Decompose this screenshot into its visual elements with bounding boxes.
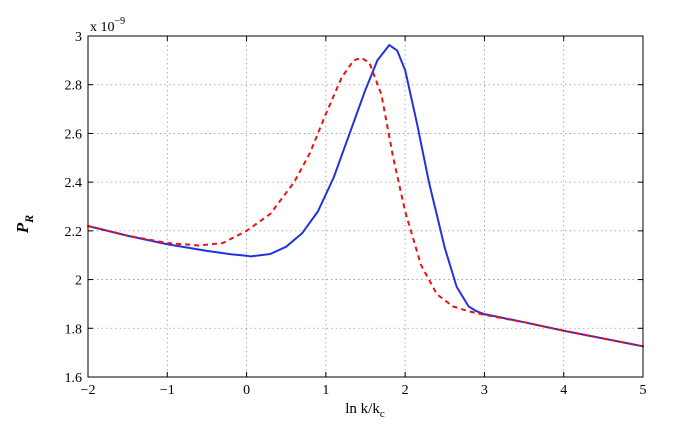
y-tick-labels: 1.6 1.8 2 2.2 2.4 2.6 2.8 3 — [65, 30, 83, 386]
plot-frame — [87, 35, 644, 378]
x-axis-label-sub: c — [380, 408, 385, 420]
plot-background — [88, 36, 643, 377]
x-tick-label: 3 — [481, 383, 488, 398]
y-tick-label: 1.6 — [65, 371, 83, 386]
x-axis-label: ln k/kc — [345, 401, 385, 420]
y-tick-label: 2.2 — [65, 225, 83, 240]
y-tick-label: 2.8 — [65, 79, 83, 94]
y-axis-label: PR — [13, 215, 36, 234]
x-tick-label: 1 — [322, 383, 329, 398]
y-multiplier: x 10−9 — [90, 16, 125, 35]
y-tick-label: 2 — [75, 274, 82, 289]
x-tick-label: 2 — [402, 383, 409, 398]
x-tick-label: 0 — [243, 383, 250, 398]
y-tick-label: 2.4 — [65, 176, 83, 191]
x-tick-label: −1 — [160, 383, 175, 398]
x-tick-label: −2 — [81, 383, 96, 398]
grid — [88, 36, 643, 377]
y-axis-label-main: P — [13, 222, 32, 234]
series-line-solid — [87, 44, 644, 348]
y-axis-label-sub: R — [22, 215, 36, 224]
y-tick-label: 1.8 — [65, 322, 83, 337]
x-axis-label-main: ln k/k — [345, 401, 380, 417]
series-line-dashed — [87, 56, 644, 348]
x-tick-label: 5 — [640, 383, 647, 398]
x-tick-labels: −2 −1 0 1 2 3 4 5 — [81, 383, 647, 398]
series-layer — [87, 44, 644, 348]
y-multiplier-exponent: −9 — [115, 16, 126, 27]
y-tick-label: 2.6 — [65, 127, 83, 142]
x-tick-label: 4 — [560, 383, 567, 398]
y-multiplier-base: x 10 — [90, 20, 115, 35]
y-tick-label: 3 — [75, 30, 82, 45]
ticks — [87, 35, 644, 378]
